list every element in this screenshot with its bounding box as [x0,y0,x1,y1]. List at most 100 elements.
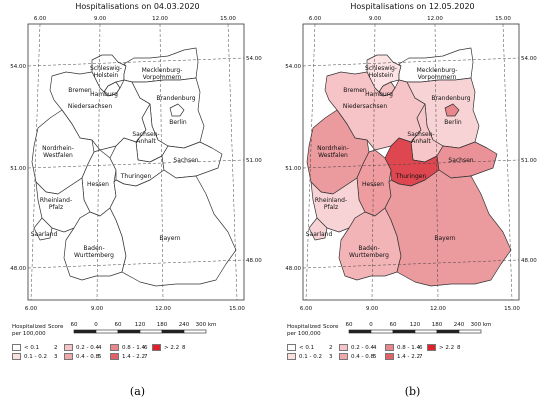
coord-label-right: 54.00 [521,56,537,62]
map-title: Hospitalisations on 04.03.2020 [75,2,200,11]
coord-label-bottom: 12.00 [430,306,446,312]
legend-item: > 2.2 8 [152,344,186,351]
legend-swatch [12,344,21,351]
map-title: Hospitalisations on 12.05.2020 [350,2,475,11]
legend-score: 4 [98,344,102,351]
legend-swatch [427,344,436,351]
legend-swatch [110,344,119,351]
meridian-line [227,23,238,301]
coord-label-bottom: 9.00 [366,306,379,312]
legend-score: 8 [457,344,461,351]
state-be [444,103,460,117]
state-label-th: Thuringen [395,173,427,180]
scale-label: 240 [179,322,190,328]
legend-swatch [110,353,119,360]
state-be [169,103,185,117]
coord-label-bottom: 6.00 [300,306,313,312]
scale-segment [370,329,394,334]
legend-item: 0.1 - 0.2 3 [12,353,58,360]
legend-swatch [64,344,73,351]
legend-swatch [287,353,296,360]
state-label-he: Hessen [87,181,109,188]
legend-range: 0.4 - 0.8 [351,353,374,360]
map-panel-b: Hospitalisations on 12.05.2020 Schleswig-… [275,0,550,403]
state-by [109,169,237,287]
legend-range: 0.8 - 1.4 [397,344,420,351]
scale-label: 0 [369,322,373,328]
scale-label: 180 [432,322,443,328]
state-label-mv: Mecklenburg-Vorpommern [142,67,183,81]
meridian-line [30,23,41,301]
coord-label-bottom: 15.00 [229,306,245,312]
scale-label: 120 [135,322,146,328]
state-label-sh: Schleswig-Holstein [365,65,397,79]
scale-label: 180 [157,322,168,328]
state-label-bb: Brandenburg [156,95,195,102]
legend-head: Hospitalized per 100,000 [287,324,321,337]
coord-label-bottom: 15.00 [504,306,520,312]
state-label-st: Sachsen-Anhalt [407,131,434,145]
scale-segment [161,329,185,334]
legend-range: 1.4 - 2.2 [122,353,145,360]
coord-label-right: 54.00 [246,56,262,62]
parallel-line [302,57,520,67]
legend-swatch [287,344,296,351]
meridian-line [96,23,101,301]
legend-score: 5 [98,353,102,360]
legend-range: 0.1 - 0.2 [299,353,322,360]
coord-label-bottom: 12.00 [155,306,171,312]
legend-range: < 0.1 [24,344,40,351]
state-label-sn: Sachsen [448,157,473,164]
coord-label-top: 15.00 [220,16,236,22]
legend-range: 0.2 - 0.4 [351,344,374,351]
coord-label-top: 12.00 [427,16,443,22]
scale-segment [183,329,207,334]
legend-range: > 2.2 [164,344,180,351]
legend-score: 6 [144,344,148,351]
state-label-by: Bayern [434,235,455,242]
state-label-bb: Brandenburg [431,95,470,102]
map-panel-a: Hospitalisations on 04.03.2020 Schleswig-… [10,2,262,398]
legend-head: Hospitalized per 100,000 [12,324,46,337]
legend-range: 1.4 - 2.2 [397,353,420,360]
legend-swatch [339,344,348,351]
legend-swatch [385,344,394,351]
legend-item: 1.4 - 2.2 7 [110,353,148,360]
scale-segment [392,329,416,334]
coord-label-left: 54.00 [10,64,26,70]
map-frame [302,23,520,301]
state-label-nw: Nordrhein-Westfalen [317,145,349,159]
coord-label-top: 9.00 [94,16,107,22]
state-label-bw: Baden-Wurttemberg [349,245,389,259]
scale-label: 60 [71,322,78,328]
germany-map: Schleswig-Holstein Mecklenburg-Vorpommern… [285,16,537,312]
scale-label: 60 [115,322,122,328]
state-label-sn: Sachsen [173,157,198,164]
state-label-nw: Nordrhein-Westfalen [42,145,74,159]
scale-bar: 60 0 60 120 180 240 300 km [71,322,216,334]
legend-item: 1.4 - 2.2 7 [385,353,423,360]
legend-item: < 0.1 2 [287,344,333,351]
legend-score: 7 [144,353,148,360]
scale-label: 300 km [471,322,492,328]
legend-score: 8 [182,344,186,351]
coord-label-bottom: 6.00 [25,306,38,312]
legend-score: 6 [419,344,423,351]
legend-swatch [385,353,394,360]
legend-score: 2 [54,344,58,351]
coord-label-right: 48.00 [521,258,537,264]
state-label-sl: Saarland [31,231,58,238]
legend-score: 3 [329,353,333,360]
coord-label-left: 51.00 [285,166,301,172]
germany-map: Schleswig-Holstein Mecklenburg-Vorpommern… [10,16,262,312]
legend-score-head: Score [323,324,339,330]
legend-item: 0.4 - 0.8 5 [64,353,102,360]
parallel-line [27,57,245,67]
scale-segment [436,329,460,334]
state-label-ni: Niedersachsen [68,103,113,110]
meridian-line [434,23,439,301]
legend-swatch [152,344,161,351]
scale-label: 60 [346,322,353,328]
state-label-rp: Rheinland-Pfalz [40,197,72,211]
scale-segment [95,329,119,334]
